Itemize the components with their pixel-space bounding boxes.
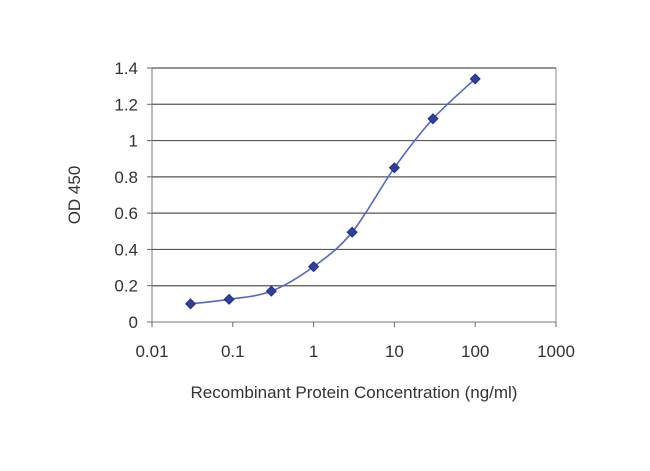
- x-tick-label-3: 10: [385, 342, 404, 361]
- data-point-3: [308, 261, 320, 273]
- grid-lines: [152, 67, 556, 287]
- data-point-0: [184, 298, 197, 310]
- axes: [147, 67, 557, 327]
- data-point-7: [469, 73, 481, 85]
- y-tick-label-0: 0: [129, 313, 138, 332]
- x-tick-label-1: 0.1: [221, 342, 245, 361]
- x-tick-label-0: 0.01: [135, 342, 168, 361]
- plot-area: [152, 68, 556, 322]
- x-tick-labels: 0.01 0.1 1 10 100 1000: [135, 342, 574, 361]
- data-point-2: [265, 285, 277, 297]
- x-tick-label-5: 1000: [537, 342, 575, 361]
- y-tick-label-5: 1: [129, 132, 138, 151]
- y-tick-labels: 0 0.2 0.4 0.6 0.8 1 1.2 1.4: [114, 59, 138, 332]
- y-tick-label-4: 0.8: [114, 168, 138, 187]
- y-tick-label-3: 0.6: [114, 204, 138, 223]
- data-point-6: [427, 113, 439, 125]
- y-axis-title: OD 450: [65, 166, 84, 225]
- data-point-1: [223, 293, 235, 305]
- y-tick-label-6: 1.2: [114, 95, 138, 114]
- x-axis-title: Recombinant Protein Concentration (ng/ml…: [191, 383, 518, 402]
- data-point-4: [346, 226, 358, 238]
- y-tick-label-7: 1.4: [114, 59, 138, 78]
- y-tick-label-2: 0.4: [114, 240, 138, 259]
- x-tick-label-2: 1: [309, 342, 318, 361]
- series-layer: [184, 73, 481, 310]
- x-tick-label-4: 100: [461, 342, 489, 361]
- y-tick-label-1: 0.2: [114, 277, 138, 296]
- data-point-5: [388, 162, 400, 174]
